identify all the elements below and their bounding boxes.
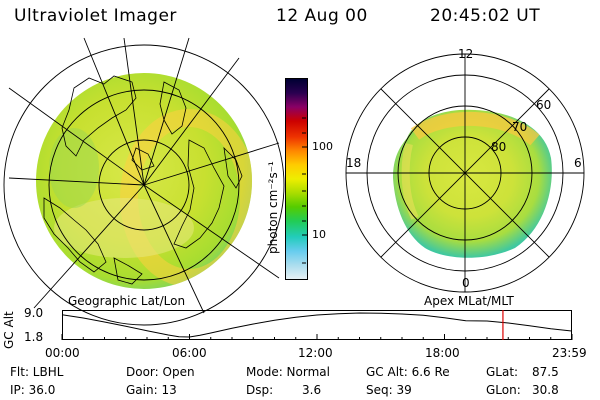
timeline-ylabel: GC Alt: [2, 311, 16, 349]
orbit-altitude-timeline: [61, 310, 573, 340]
instrument-title: Ultraviolet Imager: [14, 6, 177, 26]
apex-caption: Apex MLat/MLT: [424, 294, 514, 308]
status-ip: IP: 36.0: [10, 383, 56, 397]
timeline-ytick-high: 9.0: [24, 306, 44, 320]
mlat-label-60: 60: [536, 98, 552, 112]
mlat-label-70: 70: [512, 120, 528, 134]
magnetic-polar-plot: [345, 53, 585, 293]
timeline-xtick-0600: 06:00: [172, 346, 207, 360]
status-glat-label: GLat:: [486, 365, 519, 379]
timeline-xtick-1800: 18:00: [425, 346, 460, 360]
timeline-xtick-0000: 00:00: [45, 346, 80, 360]
geographic-projection-panel: [3, 37, 285, 326]
mlat-label-80: 80: [491, 140, 507, 154]
status-dsp-label: Dsp:: [246, 383, 274, 397]
colorbar: [285, 78, 308, 280]
status-glon-value: 30.8: [532, 383, 559, 397]
auroral-oval-bright-band: [120, 109, 252, 287]
colorbar-tick-10: 10: [312, 228, 326, 241]
orbit-altitude-curve: [61, 312, 572, 338]
status-mode: Mode: Normal: [246, 365, 330, 379]
mlt-label-6: 6: [574, 156, 582, 170]
mlt-label-12: 12: [458, 47, 474, 61]
timeline-ytick-low: 1.8: [24, 330, 44, 344]
image-time: 20:45:02 UT: [430, 6, 541, 26]
polar-grid: [345, 53, 585, 293]
timeline-xtick-2359: 23:59: [552, 346, 587, 360]
colorbar-tick-marks: [302, 117, 308, 264]
status-dsp-value: 3.6: [302, 383, 322, 397]
geographic-caption: Geographic Lat/Lon: [68, 294, 186, 308]
timeline-xtick-1200: 12:00: [298, 346, 333, 360]
status-glat-value: 87.5: [532, 365, 559, 379]
status-seq: Seq: 39: [366, 383, 412, 397]
mlt-label-0: 0: [462, 276, 470, 290]
status-gc-alt: GC Alt: 6.6 Re: [366, 365, 450, 379]
colorbar-unit-label: photon cm⁻²s⁻¹: [266, 161, 280, 254]
status-gain: Gain: 13: [126, 383, 177, 397]
lat-lon-grid: [3, 37, 285, 326]
mlt-label-18: 18: [346, 156, 362, 170]
status-filter: Flt: LBHL: [10, 365, 64, 379]
status-glon-label: GLon:: [486, 383, 521, 397]
status-door: Door: Open: [126, 365, 195, 379]
colorbar-tick-100: 100: [312, 140, 333, 153]
image-date: 12 Aug 00: [276, 6, 368, 26]
continent-outlines: [43, 75, 243, 285]
